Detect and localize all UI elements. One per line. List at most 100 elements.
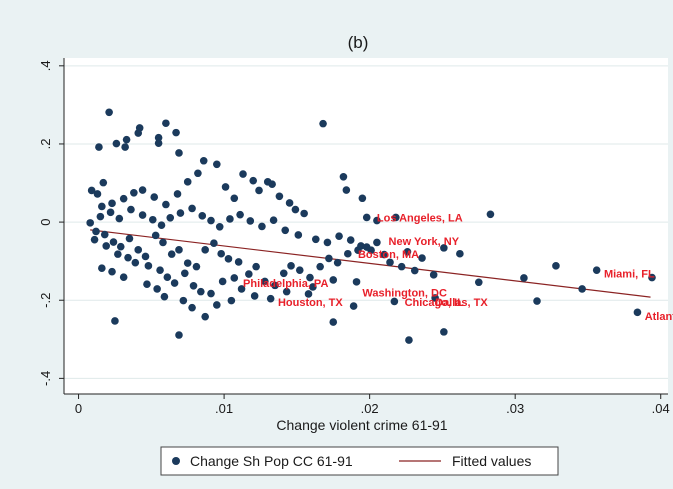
data-point [157, 221, 166, 230]
data-point [245, 270, 253, 278]
data-point [221, 183, 230, 191]
fitted-line-segment [90, 229, 651, 298]
data-point [141, 252, 150, 261]
data-point [124, 253, 132, 262]
data-point [578, 285, 586, 293]
data-point [418, 254, 426, 262]
data-point [96, 212, 105, 221]
data-point [119, 194, 128, 203]
city-label: Atlanta [645, 311, 673, 323]
data-point [352, 278, 361, 286]
data-point [188, 303, 196, 312]
data-point [95, 143, 103, 151]
y-tick-label: -.2 [38, 293, 53, 308]
data-point [213, 301, 221, 309]
data-point [159, 238, 167, 247]
x-axis-label: Change violent crime 61-91 [276, 417, 447, 433]
x-tick-label: .02 [361, 401, 379, 416]
data-point [325, 254, 333, 263]
data-point [279, 269, 288, 278]
data-point [131, 258, 140, 267]
data-point [346, 236, 355, 244]
data-point [217, 249, 225, 258]
city-label: Houston, TX [278, 297, 343, 309]
data-point [183, 259, 192, 267]
data-point [230, 194, 239, 203]
data-point [201, 246, 209, 254]
data-point [373, 216, 381, 225]
data-point [119, 273, 128, 281]
data-point [183, 178, 192, 186]
city-label: New York, NY [389, 236, 460, 248]
scatter-points [86, 108, 656, 344]
data-point [362, 213, 371, 222]
data-point [108, 199, 116, 208]
city-label: Philadelphia, PA [243, 278, 328, 290]
data-point [268, 180, 276, 188]
data-point [266, 294, 275, 303]
data-point [333, 258, 342, 267]
data-point [102, 242, 111, 250]
data-point [98, 202, 106, 211]
data-point [175, 246, 183, 254]
data-point [226, 215, 234, 223]
data-point [252, 262, 260, 271]
data-point [134, 246, 143, 254]
data-point [201, 312, 209, 321]
data-point [105, 108, 113, 117]
data-point [261, 277, 269, 286]
data-point [486, 210, 495, 219]
data-point [175, 331, 183, 339]
data-point [316, 262, 324, 271]
data-point [134, 129, 143, 137]
data-point [122, 135, 131, 144]
data-point [295, 266, 304, 274]
data-point [173, 190, 182, 198]
data-point [390, 297, 399, 306]
data-point [121, 143, 129, 151]
data-point [474, 278, 483, 287]
data-point [592, 266, 601, 274]
data-point [192, 262, 201, 271]
data-point [111, 317, 119, 325]
data-point [237, 285, 246, 293]
data-point [300, 209, 308, 218]
data-point [108, 267, 116, 276]
city-label: Chicago, IL [405, 297, 465, 309]
data-point [143, 280, 151, 289]
data-point [335, 232, 343, 240]
x-tick-label: .04 [652, 401, 670, 416]
data-point [227, 296, 236, 305]
data-point [431, 294, 439, 302]
y-tick-label: .2 [38, 139, 53, 150]
data-point [234, 258, 243, 266]
data-point [339, 172, 348, 181]
data-point [269, 216, 278, 224]
y-tick-label: .4 [38, 60, 53, 71]
legend-marker-points [172, 457, 180, 465]
data-point [144, 262, 153, 270]
data-point [93, 190, 102, 198]
data-point [319, 119, 327, 128]
data-point [218, 277, 227, 286]
data-point [179, 296, 188, 305]
data-point [311, 235, 320, 244]
data-point [210, 239, 218, 247]
data-point [148, 215, 157, 224]
data-point [109, 238, 118, 246]
data-point [87, 186, 96, 195]
legend-box [160, 446, 559, 476]
data-point [197, 287, 205, 296]
data-point [456, 249, 464, 258]
data-point [282, 287, 291, 296]
data-point [207, 289, 215, 298]
data-point [90, 235, 99, 244]
data-point [358, 194, 367, 203]
data-point [189, 281, 198, 290]
data-point [176, 209, 185, 217]
plot-area [64, 58, 668, 394]
data-point [397, 262, 406, 271]
data-point [392, 213, 400, 222]
data-point [258, 222, 266, 231]
